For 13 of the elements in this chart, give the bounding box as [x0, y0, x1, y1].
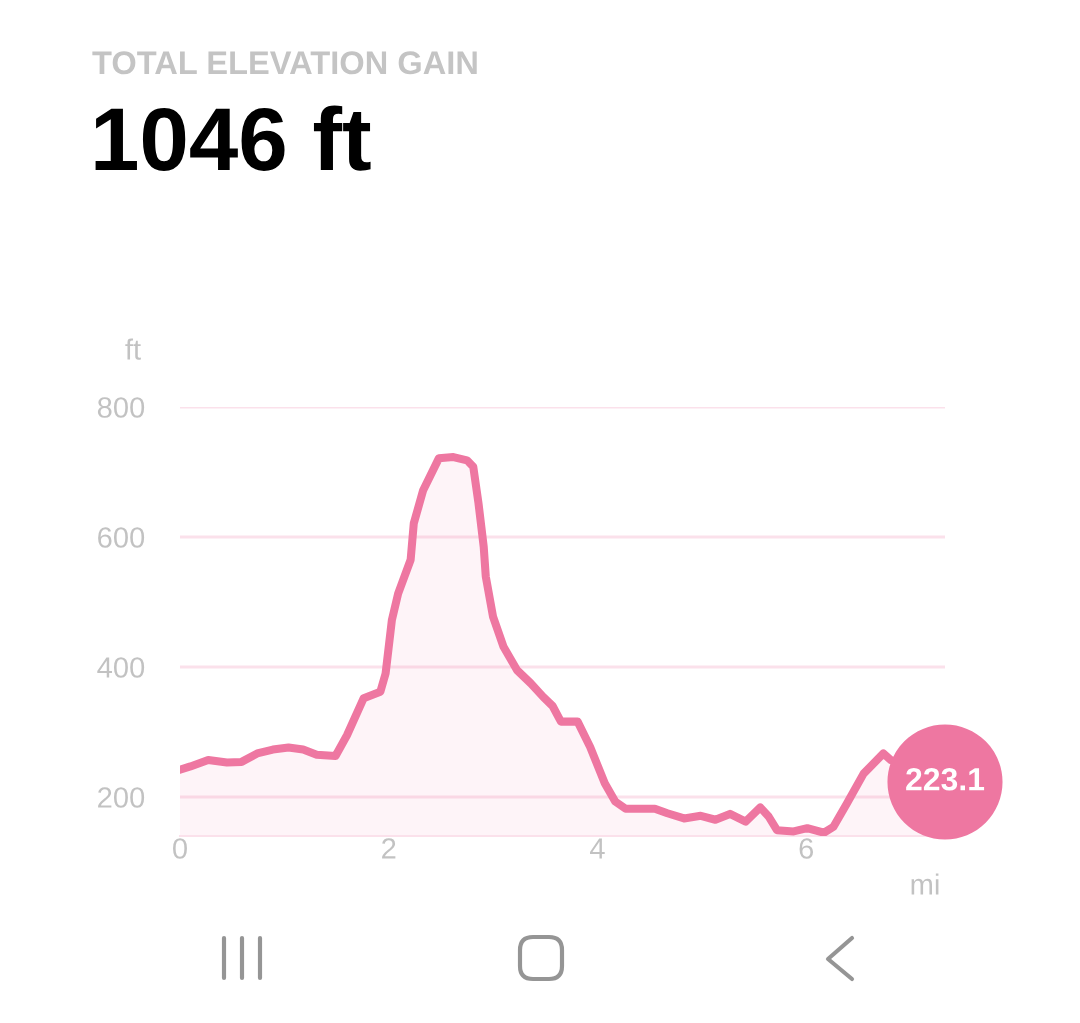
x-axis-title: mi — [911, 873, 939, 895]
x-tick-label: 4 — [590, 838, 605, 859]
x-tick-label: 2 — [382, 838, 396, 859]
chart-title: TOTAL ELEVATION GAIN — [92, 51, 477, 75]
x-tick-label: 0 — [173, 838, 187, 859]
x-tick-label: 6 — [799, 838, 814, 859]
y-tick-label: 600 — [98, 527, 145, 548]
annotation: 223.1 — [906, 767, 985, 791]
y-axis-title: ft — [125, 338, 141, 360]
y-tick-label: 200 — [98, 787, 145, 808]
chart-subtitle: 1046 ft — [95, 105, 371, 171]
y-tick-label: 800 — [97, 397, 145, 418]
y-tick-label: 400 — [97, 657, 145, 678]
